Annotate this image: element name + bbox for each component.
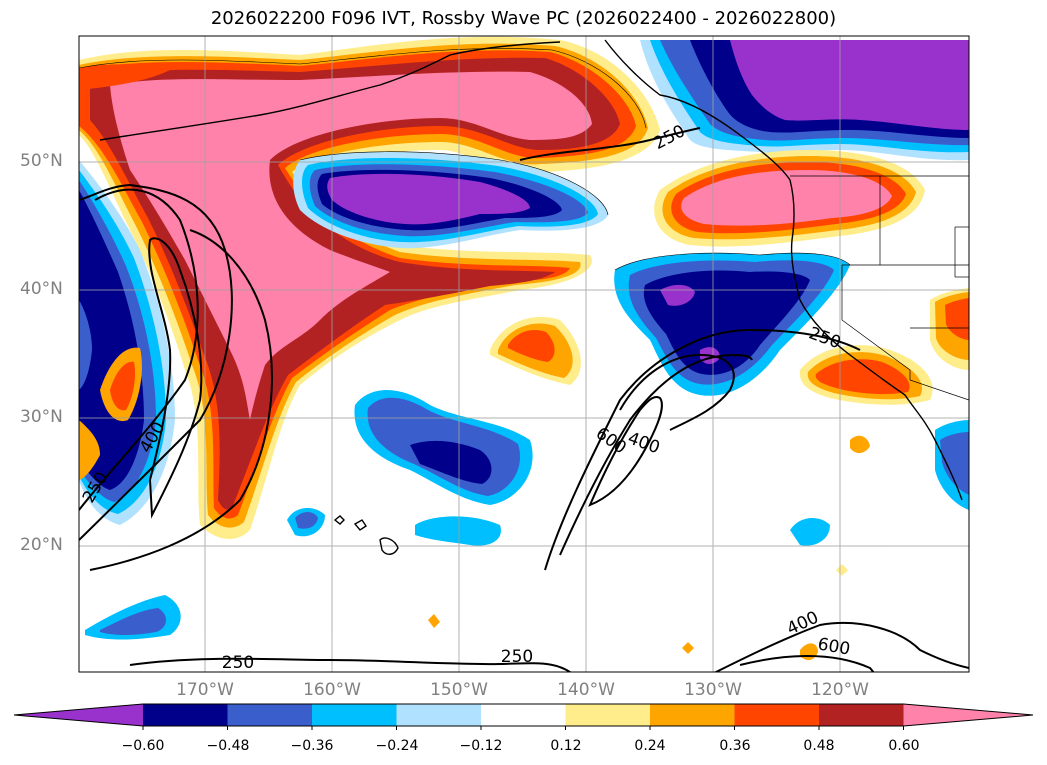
colorbar-segment	[312, 704, 398, 726]
colorbar-tick-label: 0.12	[550, 738, 582, 754]
lat-label-40n: 40°N	[20, 279, 63, 299]
colorbar-tick-label: 0.36	[719, 738, 751, 754]
colorbar-tick-label: −0.12	[459, 738, 503, 754]
colorbar-tick-label: −0.60	[121, 738, 165, 754]
map-frame	[78, 35, 970, 673]
colorbar-tick-label: 0.48	[803, 738, 835, 754]
colorbar-tick-label: −0.24	[375, 738, 419, 754]
contour-label: 250	[222, 653, 254, 673]
colorbar	[13, 703, 1034, 730]
contour-label: 250	[501, 647, 533, 667]
colorbar-extend-min	[14, 704, 143, 726]
coastlines	[99, 39, 963, 555]
colorbar-segment	[227, 704, 313, 726]
lat-label-30n: 30°N	[20, 407, 63, 427]
colorbar-segment	[734, 704, 820, 726]
lon-label-120w: 120°W	[811, 680, 869, 700]
graticule	[79, 36, 969, 672]
borders	[790, 175, 969, 401]
lon-label-170w: 170°W	[176, 680, 234, 700]
lat-label-20n: 20°N	[20, 535, 63, 555]
lon-label-150w: 150°W	[430, 680, 488, 700]
map-title: 2026022200 F096 IVT, Rossby Wave PC (202…	[210, 8, 837, 29]
colorbar-tick-label: −0.48	[206, 738, 250, 754]
colorbar-tick-label: 0.60	[888, 738, 920, 754]
lon-label-130w: 130°W	[684, 680, 742, 700]
ivt-shading	[79, 36, 969, 672]
rwpc-contours	[79, 127, 969, 672]
lat-label-50n: 50°N	[20, 151, 63, 171]
colorbar-segment	[565, 704, 651, 726]
lon-label-140w: 140°W	[557, 680, 615, 700]
colorbar-tick-label: 0.24	[634, 738, 666, 754]
colorbar-extend-max	[903, 704, 1033, 726]
colorbar-tick-label: −0.36	[290, 738, 334, 754]
colorbar-segment	[396, 704, 482, 726]
colorbar-segment	[481, 704, 567, 726]
colorbar-segment	[143, 704, 229, 726]
colorbar-segment	[650, 704, 736, 726]
lon-label-160w: 160°W	[303, 680, 361, 700]
colorbar-segment	[819, 704, 905, 726]
